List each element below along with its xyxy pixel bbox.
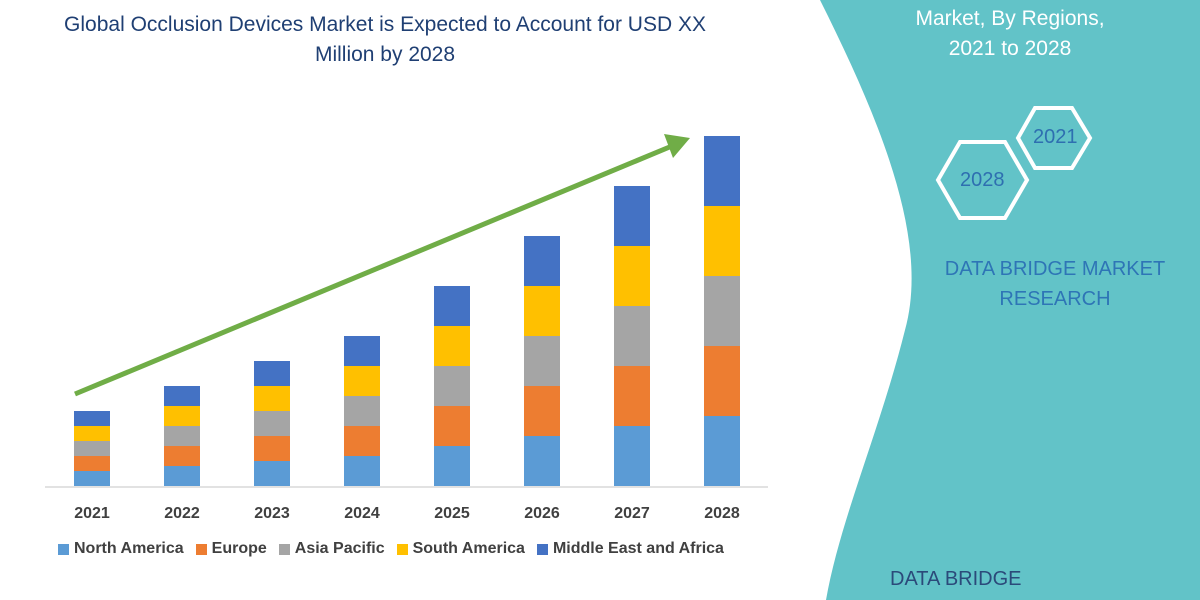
bar-segment: [614, 186, 650, 246]
legend: North America Europe Asia Pacific South …: [58, 540, 724, 558]
legend-label: Asia Pacific: [294, 540, 385, 557]
bar-segment: [524, 336, 560, 386]
bar-segment: [704, 276, 740, 346]
bar-segment: [74, 426, 110, 441]
legend-label: South America: [412, 540, 525, 557]
bar-segment: [524, 386, 560, 436]
bar-segment: [704, 346, 740, 416]
bar-segment: [614, 426, 650, 486]
trend-arrow: [74, 143, 673, 397]
panel-subtitle: Market, By Regions, 2021 to 2028: [880, 4, 1140, 64]
x-tick-label: 2027: [614, 505, 650, 522]
bar-segment: [254, 436, 290, 461]
hex-2021-label: 2021: [1033, 126, 1078, 148]
bar-segment: [164, 426, 200, 446]
bar-segment: [524, 236, 560, 286]
bar-segment: [614, 366, 650, 426]
bar-segment: [344, 366, 380, 396]
bar-segment: [524, 436, 560, 486]
legend-swatch: [278, 543, 290, 555]
legend-item: South America: [396, 540, 525, 558]
legend-swatch: [396, 543, 408, 555]
bar-segment: [704, 416, 740, 486]
bar-segment: [614, 306, 650, 366]
hex-2028-shape: [935, 140, 1030, 220]
bar-segment: [164, 406, 200, 426]
bar-segment: [434, 326, 470, 366]
bar-segment: [254, 461, 290, 486]
bar-segment: [344, 456, 380, 486]
bar-segment: [74, 441, 110, 456]
bar-segment: [614, 246, 650, 306]
x-tick-label: 2026: [524, 505, 560, 522]
bar-segment: [344, 336, 380, 366]
bar-segment: [74, 411, 110, 426]
bar-segment: [254, 411, 290, 436]
bar-segment: [704, 206, 740, 276]
bar-segment: [254, 386, 290, 411]
bar-segment: [74, 456, 110, 471]
legend-label: Europe: [211, 540, 267, 557]
subtitle-line1: Market, By Regions,: [915, 7, 1105, 30]
x-tick-label: 2024: [344, 505, 380, 522]
teal-panel: [820, 0, 1200, 600]
legend-label: North America: [74, 540, 184, 557]
legend-item: Europe: [195, 540, 267, 558]
brand-line2: RESEARCH: [999, 288, 1111, 310]
bar-segment: [254, 361, 290, 386]
legend-swatch: [195, 543, 207, 555]
legend-item: Asia Pacific: [278, 540, 385, 558]
hex-2021-shape: [1015, 106, 1093, 170]
bar-segment: [704, 136, 740, 206]
bar-segment: [434, 366, 470, 406]
bar-segment: [344, 426, 380, 456]
brand-line1: DATA BRIDGE MARKET: [944, 258, 1166, 280]
bar-segment: [164, 386, 200, 406]
bar-segment: [164, 466, 200, 486]
bar-segment: [74, 471, 110, 486]
logo: DATA BRIDGE: [890, 568, 1022, 590]
x-tick-label: 2021: [74, 505, 110, 522]
bar-segment: [344, 396, 380, 426]
x-tick-label: 2022: [164, 505, 200, 522]
legend-swatch: [536, 543, 548, 555]
x-tick-label: 2028: [704, 505, 740, 522]
bar-segment: [434, 286, 470, 326]
legend-label: Middle East and Africa: [552, 540, 724, 557]
x-tick-label: 2023: [254, 505, 290, 522]
legend-swatch: [58, 543, 69, 555]
legend-item: Middle East and Africa: [536, 540, 724, 558]
trend-arrow-head: [664, 134, 690, 158]
bar-segment: [434, 446, 470, 486]
subtitle-line2: 2021 to 2028: [948, 37, 1072, 60]
legend-item: North America: [58, 540, 184, 558]
bar-segment: [434, 406, 470, 446]
bar-segment: [524, 286, 560, 336]
brand-text: DATA BRIDGE MARKET RESEARCH: [920, 254, 1190, 314]
chart-title: Global Occlusion Devices Market is Expec…: [64, 13, 706, 66]
hex-2028-label: 2028: [960, 169, 1005, 191]
bar-segment: [164, 446, 200, 466]
x-tick-label: 2025: [434, 505, 470, 522]
